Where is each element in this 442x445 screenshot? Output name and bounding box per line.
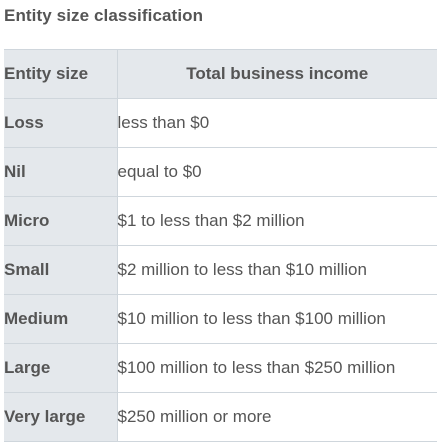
entity-size-cell: Medium bbox=[4, 294, 118, 344]
table-row: Small $2 million to less than $10 millio… bbox=[4, 245, 437, 295]
entity-size-cell: Small bbox=[4, 245, 118, 295]
table-caption: Entity size classification bbox=[4, 6, 204, 25]
table-row: Micro $1 to less than $2 million bbox=[4, 196, 437, 246]
entity-size-cell: Nil bbox=[4, 147, 118, 197]
entity-size-cell: Loss bbox=[4, 98, 118, 148]
header-entity-size: Entity size bbox=[4, 49, 118, 99]
income-cell: less than $0 bbox=[117, 98, 437, 148]
income-cell: $100 million to less than $250 million bbox=[117, 343, 437, 393]
table-row: Loss less than $0 bbox=[4, 98, 437, 148]
table-row: Large $100 million to less than $250 mil… bbox=[4, 343, 437, 393]
income-cell: $2 million to less than $10 million bbox=[117, 245, 437, 295]
entity-size-cell: Large bbox=[4, 343, 118, 393]
income-cell: equal to $0 bbox=[117, 147, 437, 197]
table-row: Nil equal to $0 bbox=[4, 147, 437, 197]
income-cell: $250 million or more bbox=[117, 392, 437, 442]
income-cell: $10 million to less than $100 million bbox=[117, 294, 437, 344]
entity-size-cell: Micro bbox=[4, 196, 118, 246]
income-cell: $1 to less than $2 million bbox=[117, 196, 437, 246]
table-row: Medium $10 million to less than $100 mil… bbox=[4, 294, 437, 344]
table-row: Very large $250 million or more bbox=[4, 392, 437, 442]
entity-size-cell: Very large bbox=[4, 392, 118, 442]
table-header-row: Entity size Total business income bbox=[4, 49, 437, 99]
header-total-business-income: Total business income bbox=[117, 49, 437, 99]
entity-size-table: Entity size Total business income Loss l… bbox=[4, 49, 437, 442]
